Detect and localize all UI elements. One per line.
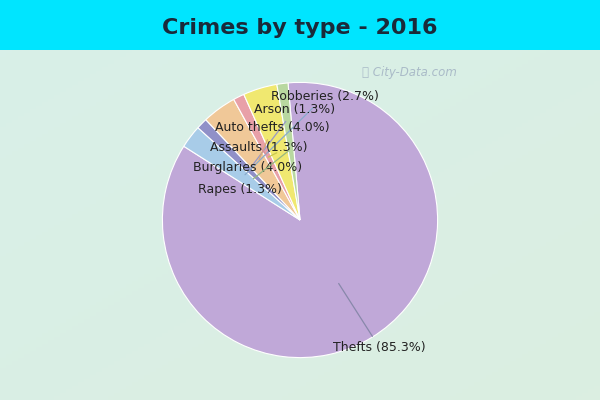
Text: Burglaries (4.0%): Burglaries (4.0%) — [193, 153, 302, 174]
Text: Rapes (1.3%): Rapes (1.3%) — [197, 151, 289, 196]
Text: Robberies (2.7%): Robberies (2.7%) — [245, 90, 379, 175]
Text: ⓘ City-Data.com: ⓘ City-Data.com — [362, 66, 457, 78]
Wedge shape — [244, 84, 300, 220]
Text: Arson (1.3%): Arson (1.3%) — [251, 104, 335, 168]
Wedge shape — [163, 82, 437, 358]
Text: Crimes by type - 2016: Crimes by type - 2016 — [162, 18, 438, 38]
Text: Auto thefts (4.0%): Auto thefts (4.0%) — [215, 121, 330, 160]
Wedge shape — [184, 128, 300, 220]
Wedge shape — [206, 100, 300, 220]
Wedge shape — [198, 120, 300, 220]
Wedge shape — [234, 94, 300, 220]
Text: Assaults (1.3%): Assaults (1.3%) — [210, 140, 307, 154]
Text: Thefts (85.3%): Thefts (85.3%) — [334, 284, 426, 354]
Wedge shape — [277, 83, 300, 220]
